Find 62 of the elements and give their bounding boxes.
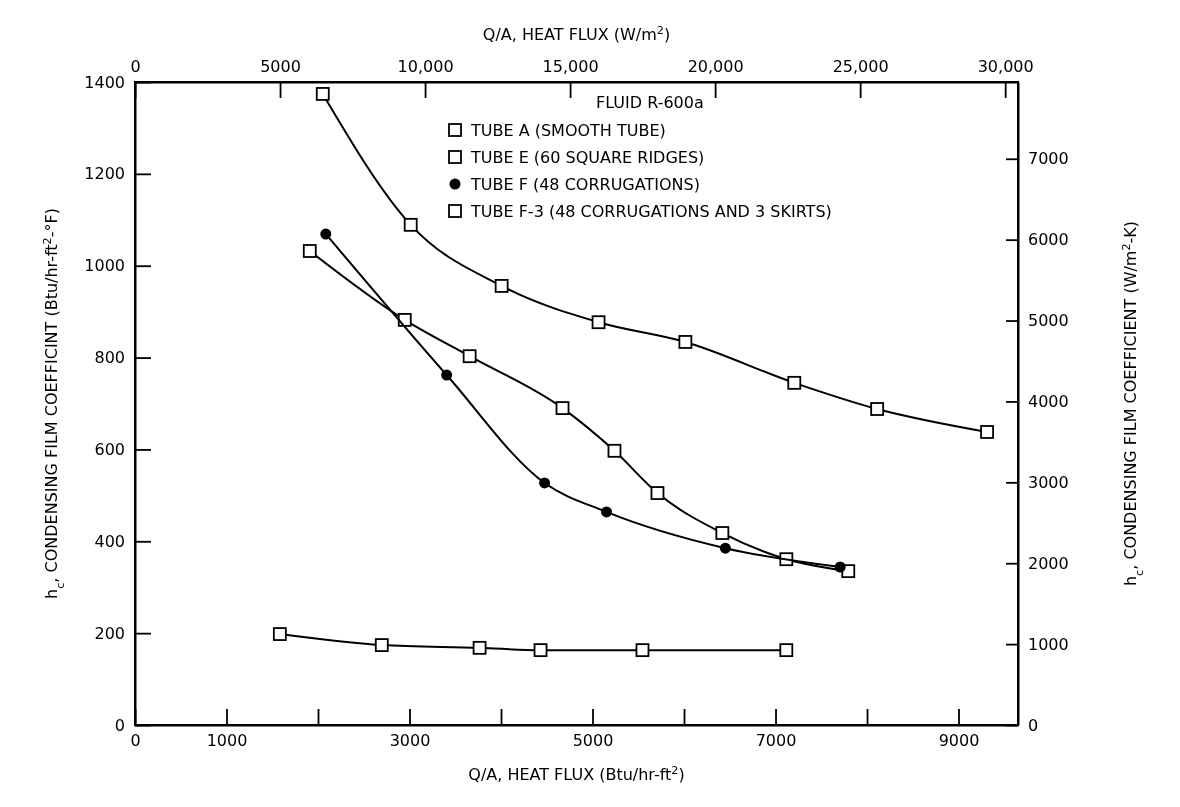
y2-tick-label: 5000	[1028, 311, 1069, 331]
point	[650, 486, 665, 500]
y-tick-label: 400	[94, 531, 125, 551]
y-tick-label: 1000	[84, 256, 125, 276]
point	[533, 643, 548, 658]
x-axis-title: Q/A, HEAT FLUX (Btu/hr-ft$^{2}$)	[468, 763, 685, 784]
point	[834, 561, 846, 573]
x-tick-label: 1000	[206, 731, 248, 751]
y2-tick-label: 6000	[1028, 230, 1069, 250]
point	[462, 349, 477, 364]
legend-label: TUBE A (SMOOTH TUBE)	[470, 121, 666, 140]
annotation: FLUID R-600a	[596, 93, 704, 112]
x2-tick-label: 0	[130, 57, 141, 76]
y2-tick-label: 7000	[1028, 149, 1069, 169]
y2-tick-label: 3000	[1028, 472, 1069, 492]
point	[539, 477, 551, 489]
point	[272, 627, 287, 641]
point	[601, 506, 613, 518]
y-tick-label: 800	[94, 348, 125, 368]
x2-tick-label: 10,000	[397, 57, 454, 76]
x2-tick-label: 5000	[260, 57, 301, 76]
legend-label: TUBE E (60 SQUARE RIDGES)	[470, 148, 705, 167]
point	[320, 228, 332, 240]
y2-tick-label: 2000	[1028, 553, 1069, 573]
y2-tick-label: 0	[1028, 715, 1039, 735]
point	[980, 425, 994, 439]
point	[715, 526, 730, 540]
legend-label: TUBE F (48 CORRUGATIONS)	[470, 175, 700, 194]
point	[555, 401, 570, 415]
y-tick-label: 600	[94, 440, 125, 460]
x2-tick-label: 30,000	[977, 57, 1034, 76]
y-tick-label: 1200	[84, 164, 125, 184]
point	[635, 643, 650, 658]
point	[441, 369, 453, 381]
point	[494, 279, 509, 293]
x-tick-label: 7000	[755, 731, 797, 751]
point	[374, 638, 389, 652]
x2-tick-label: 20,000	[687, 57, 744, 76]
x-tick-label: 3000	[389, 731, 431, 751]
point	[403, 217, 418, 232]
point	[315, 87, 330, 101]
point	[719, 542, 731, 554]
point	[302, 244, 317, 258]
point	[779, 643, 794, 658]
point	[591, 315, 606, 330]
point	[678, 335, 693, 349]
y2-tick-label: 4000	[1028, 392, 1069, 412]
point	[472, 640, 487, 655]
y-tick-label: 0	[114, 715, 125, 735]
point	[870, 402, 885, 416]
point	[607, 443, 622, 458]
x2-tick-label: 25,000	[832, 57, 889, 76]
y2-tick-label: 1000	[1028, 634, 1069, 654]
x2-axis-title: Q/A, HEAT FLUX (W/m$^{2}$)	[482, 23, 671, 44]
x-tick-label: 9000	[938, 731, 980, 751]
x-tick-label: 5000	[572, 731, 614, 751]
y-tick-label: 200	[94, 623, 125, 643]
y-tick-label: 1400	[84, 72, 125, 92]
x2-tick-label: 15,000	[542, 57, 599, 76]
point	[787, 375, 802, 390]
x-tick-label: 0	[130, 731, 141, 751]
legend-label: TUBE F-3 (48 CORRUGATIONS AND 3 SKIRTS)	[470, 202, 832, 221]
